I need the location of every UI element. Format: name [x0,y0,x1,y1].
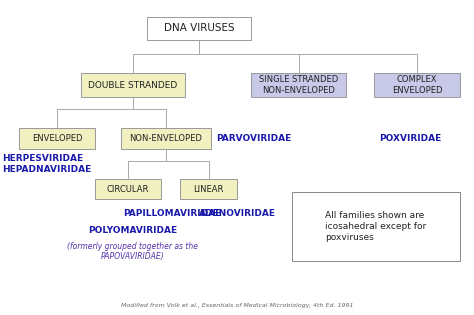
Text: COMPLEX
ENVELOPED: COMPLEX ENVELOPED [392,75,442,95]
Text: HERPESVIRIDAE
HEPADNAVIRIDAE: HERPESVIRIDAE HEPADNAVIRIDAE [2,153,91,174]
Text: LINEAR: LINEAR [193,185,224,193]
FancyBboxPatch shape [95,179,161,199]
Text: CIRCULAR: CIRCULAR [107,185,149,193]
Text: DNA VIRUSES: DNA VIRUSES [164,23,234,33]
Text: PARVOVIRIDAE: PARVOVIRIDAE [216,134,291,143]
FancyBboxPatch shape [292,192,460,261]
FancyBboxPatch shape [19,129,95,149]
Text: Modified from Volk et al., Essentials of Medical Microbiology, 4th Ed. 1991: Modified from Volk et al., Essentials of… [121,303,353,308]
Text: SINGLE STRANDED
NON-ENVELOPED: SINGLE STRANDED NON-ENVELOPED [259,75,338,95]
Text: DOUBLE STRANDED: DOUBLE STRANDED [88,81,177,89]
Text: POXVIRIDAE: POXVIRIDAE [379,134,441,143]
Text: POLYOMAVIRIDAE: POLYOMAVIRIDAE [88,226,177,235]
FancyBboxPatch shape [374,73,460,97]
FancyBboxPatch shape [180,179,237,199]
FancyBboxPatch shape [251,73,346,97]
Text: ENVELOPED: ENVELOPED [32,134,82,143]
FancyBboxPatch shape [147,17,251,40]
Text: PAPILLOMAVIRIDAE: PAPILLOMAVIRIDAE [123,209,221,218]
Text: (formerly grouped together as the
PAPOVAVIRIDAE): (formerly grouped together as the PAPOVA… [67,242,198,261]
FancyBboxPatch shape [121,129,211,149]
Text: ADENOVIRIDAE: ADENOVIRIDAE [199,209,276,218]
FancyBboxPatch shape [81,73,185,97]
Text: NON-ENVELOPED: NON-ENVELOPED [129,134,202,143]
Text: All families shown are
icosahedral except for
poxviruses: All families shown are icosahedral excep… [325,211,426,243]
